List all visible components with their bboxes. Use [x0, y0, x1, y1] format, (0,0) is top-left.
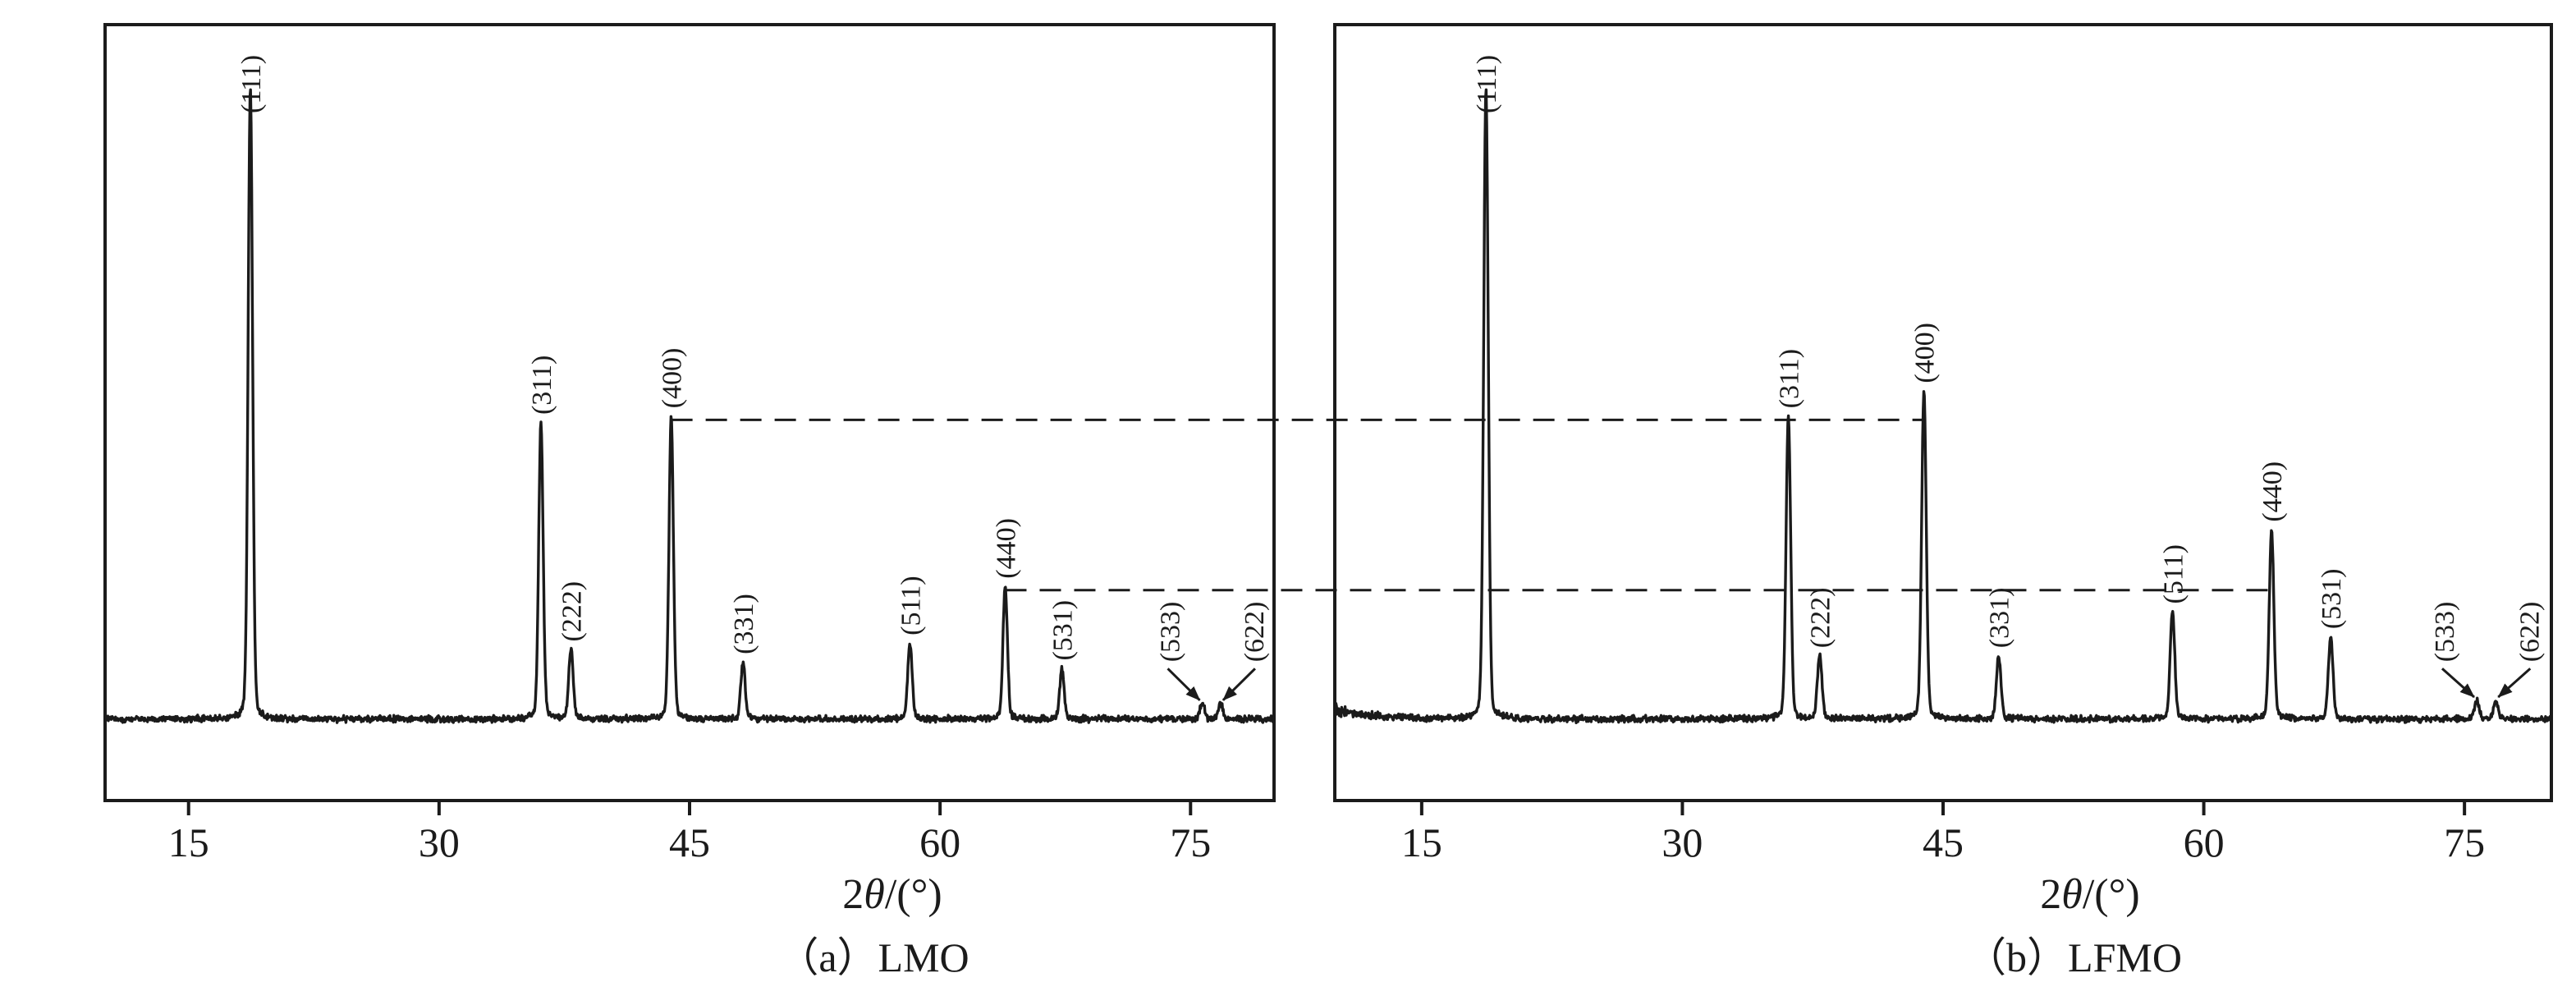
x-axis-label-b: 2θ/(°) — [2040, 871, 2140, 918]
peak-label-511: (511) — [2158, 544, 2189, 603]
x-tick-label: 60 — [2184, 819, 2225, 865]
peak-label-622: (622) — [1240, 602, 1270, 663]
peak-label-111: (111) — [236, 55, 267, 113]
x-tick-label: 30 — [419, 819, 460, 865]
peak-label-331: (331) — [1985, 588, 2015, 649]
x-tick-label: 75 — [1170, 819, 1211, 865]
x-tick-label: 45 — [1923, 819, 1964, 865]
peak-label-511: (511) — [896, 576, 927, 635]
peak-label-440: (440) — [991, 518, 1021, 579]
peak-label-531: (531) — [1048, 600, 1079, 661]
peak-label-222: (222) — [557, 581, 588, 642]
xrd-trace — [1333, 88, 2553, 724]
peak-label-331: (331) — [729, 594, 759, 654]
plot-border — [103, 23, 1276, 802]
xrd-panel-b: 15 30 45 60 75 (111) (311) (222) (400) (331) (511)… — [1333, 23, 2553, 865]
panel-caption-a: （a）LMO — [777, 934, 969, 980]
x-axis-label-a: 2θ/(°) — [842, 871, 942, 918]
peak-label-400: (400) — [658, 348, 688, 409]
x-tick-label: 60 — [919, 819, 960, 865]
plot-border — [1333, 23, 2553, 802]
peak-label-533: (533) — [2430, 602, 2460, 663]
peak-label-111: (111) — [1472, 55, 1502, 113]
x-tick-label: 15 — [1401, 819, 1442, 865]
x-tick-label: 30 — [1662, 819, 1703, 865]
x-tick-label: 45 — [669, 819, 710, 865]
peak-label-400: (400) — [1910, 323, 1941, 383]
peak-label-531: (531) — [2317, 569, 2347, 630]
x-tick-label: 75 — [2444, 819, 2485, 865]
peak-label-311: (311) — [527, 356, 557, 415]
peak-arrow-622 — [2497, 668, 2532, 699]
peak-arrow-533 — [2441, 668, 2475, 699]
xrd-panel-a: 15 30 45 60 75 (111) (311) (222) (400) (331) (511)… — [103, 23, 1276, 865]
peak-arrow-622 — [1222, 668, 1256, 701]
x-tick-label: 15 — [168, 819, 209, 865]
peak-label-311: (311) — [1775, 349, 1805, 408]
peak-label-222: (222) — [1806, 588, 1836, 649]
peak-label-440: (440) — [2257, 461, 2288, 522]
panel-caption-b: （b）LFMO — [1965, 934, 2182, 980]
peak-arrow-533 — [1167, 668, 1201, 701]
xrd-trace — [103, 88, 1275, 724]
peak-label-533: (533) — [1156, 602, 1186, 663]
peak-label-622: (622) — [2514, 602, 2545, 663]
